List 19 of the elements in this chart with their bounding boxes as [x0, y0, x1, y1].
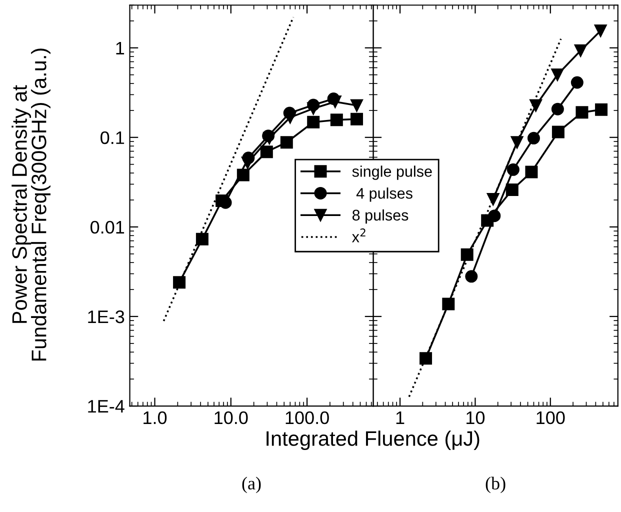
y-axis-title: Power Spectral Density at Fundamental Freq(300GHz) (a.u.) [12, 48, 50, 361]
x-tick-label: 10.0 [214, 411, 248, 424]
legend-label: 8 pulses [352, 209, 408, 224]
y-tick-label: 0.1 [100, 131, 124, 144]
legend-label: x$^{2}$ [352, 228, 366, 242]
x-tick-label: 100 [536, 411, 565, 424]
legend-label: single pulse [352, 166, 432, 180]
y-tick-label: 1E-4 [88, 400, 124, 413]
x-axis-title: Integrated Fluence (μJ) [266, 430, 480, 450]
y-tick-label: 1E-3 [88, 310, 124, 324]
x-tick-label: 1.0 [144, 411, 167, 424]
x-tick-label: 10 [466, 411, 485, 424]
x-tick-label: 1 [396, 412, 404, 424]
y-tick-label: 0.01 [90, 220, 124, 234]
legend-label: 4 pulses [356, 188, 412, 202]
y-tick-label: 1 [116, 42, 124, 54]
x-tick-label: 100.0 [286, 411, 329, 424]
text: (b) [486, 476, 506, 494]
text: (a) [242, 476, 261, 494]
